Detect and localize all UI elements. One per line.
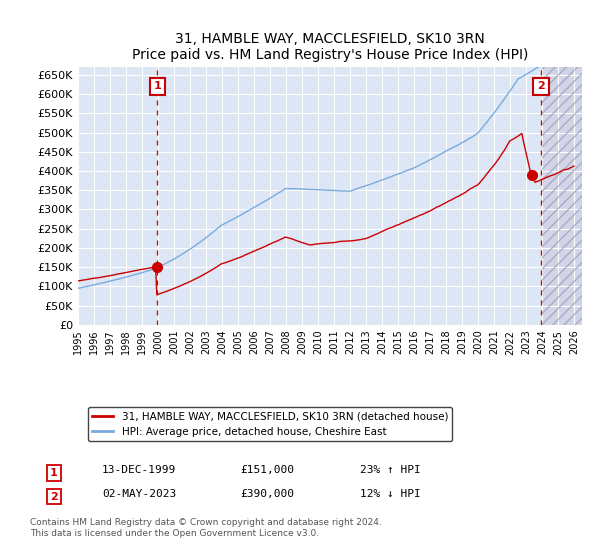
Bar (542, 67, 582, 325)
Title: 31, HAMBLE WAY, MACCLESFIELD, SK10 3RN
Price paid vs. HM Land Registry's House P: 31, HAMBLE WAY, MACCLESFIELD, SK10 3RN P… (132, 32, 528, 62)
Text: 02-MAY-2023: 02-MAY-2023 (102, 489, 176, 499)
Text: £151,000: £151,000 (240, 465, 294, 475)
Text: 1: 1 (50, 468, 58, 478)
Text: £390,000: £390,000 (240, 489, 294, 499)
Text: 13-DEC-1999: 13-DEC-1999 (102, 465, 176, 475)
Text: 12% ↓ HPI: 12% ↓ HPI (360, 489, 421, 499)
Legend: 31, HAMBLE WAY, MACCLESFIELD, SK10 3RN (detached house), HPI: Average price, det: 31, HAMBLE WAY, MACCLESFIELD, SK10 3RN (… (88, 407, 452, 441)
Text: 1: 1 (154, 81, 161, 91)
Text: Contains HM Land Registry data © Crown copyright and database right 2024.: Contains HM Land Registry data © Crown c… (30, 517, 382, 527)
Text: 2: 2 (50, 492, 58, 502)
Text: 23% ↑ HPI: 23% ↑ HPI (360, 465, 421, 475)
Bar (542, 67, 582, 325)
Text: This data is licensed under the Open Government Licence v3.0.: This data is licensed under the Open Gov… (30, 530, 319, 539)
Text: 2: 2 (538, 81, 545, 91)
